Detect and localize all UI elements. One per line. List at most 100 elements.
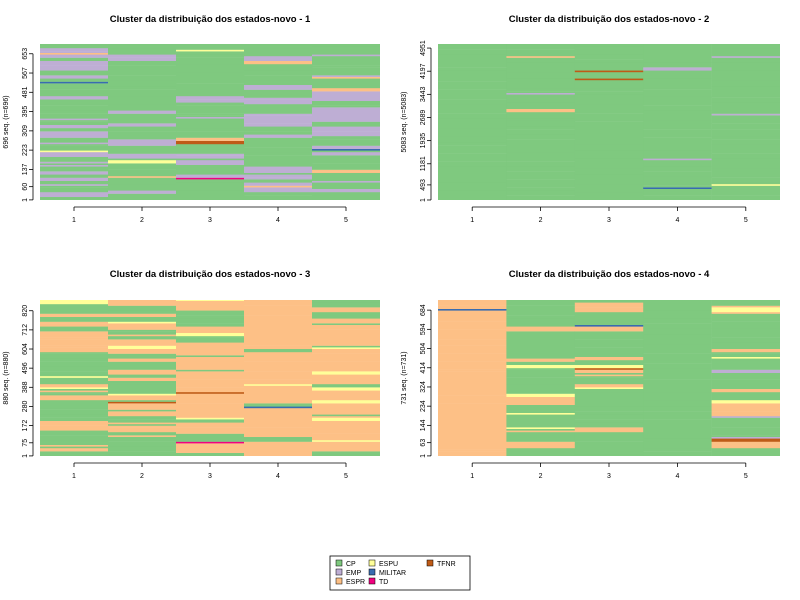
cell-espr <box>438 369 507 372</box>
cell-emp <box>40 142 109 145</box>
cell-emp <box>108 54 177 58</box>
cell-cp <box>574 376 644 378</box>
cell-cp <box>574 331 644 340</box>
cell-cp <box>574 46 644 55</box>
cell-cp <box>574 444 644 455</box>
cell-cp <box>244 438 313 442</box>
cell-espr <box>506 444 576 449</box>
cell-cp <box>711 80 780 85</box>
cell-cp <box>574 388 644 393</box>
cell-cp <box>438 188 507 191</box>
cell-cp <box>506 161 576 167</box>
cell-cp <box>40 377 109 381</box>
cell-espr <box>244 420 313 428</box>
cell-cp <box>176 315 245 319</box>
cell-cp <box>312 451 380 455</box>
y-tick-label: 2689 <box>420 110 427 126</box>
cell-espr <box>574 374 644 377</box>
cell-espu <box>40 387 109 389</box>
cell-cp <box>506 179 576 188</box>
cell-cp <box>40 174 109 178</box>
cell-cp <box>176 76 245 84</box>
x-tick-label: 2 <box>140 473 144 480</box>
cell-cp <box>40 137 109 143</box>
cell-cp <box>438 81 507 90</box>
cell-cp <box>176 419 245 421</box>
cell-cp <box>574 432 644 442</box>
cell-cp <box>711 176 780 178</box>
heatmap-cells <box>40 300 380 456</box>
cell-cp <box>711 321 780 329</box>
cell-espr <box>40 52 109 55</box>
cell-espr <box>312 374 380 385</box>
cell-espr <box>574 326 644 332</box>
cell-cp <box>40 414 109 418</box>
cell-cp <box>312 56 380 66</box>
y-tick-label: 653 <box>22 48 29 60</box>
cell-cp <box>506 318 576 327</box>
cell-espr <box>438 339 507 346</box>
cell-espr <box>244 316 313 319</box>
cell-cp <box>711 86 780 97</box>
cell-espr <box>312 353 380 362</box>
cell-cp <box>711 364 780 370</box>
cell-cp <box>574 411 644 415</box>
cell-cp <box>574 113 644 121</box>
cell-cp <box>40 417 109 421</box>
y-tick-label: 712 <box>22 324 29 336</box>
legend-label: ESPR <box>346 579 365 586</box>
cell-cp <box>574 192 644 200</box>
cell-espr <box>312 403 380 405</box>
y-tick-label: 1 <box>420 198 427 202</box>
cell-cp <box>176 158 245 161</box>
cell-cp <box>506 300 576 306</box>
cell-cp <box>40 353 109 359</box>
cell-cp <box>711 158 780 169</box>
cell-emp <box>312 126 380 132</box>
cell-cp <box>312 46 380 55</box>
cell-cp <box>506 112 576 119</box>
cell-espr <box>711 444 780 449</box>
cell-cp <box>438 172 507 183</box>
cell-cp <box>574 150 644 159</box>
cell-cp <box>711 379 780 389</box>
cell-espr <box>312 390 380 401</box>
cell-espr <box>711 388 780 391</box>
cell-espr <box>438 390 507 393</box>
y-tick-label: 223 <box>22 144 29 156</box>
cell-espr <box>176 422 245 428</box>
cell-espr <box>108 435 177 437</box>
cell-cp <box>438 128 507 137</box>
cell-emp <box>244 182 313 186</box>
y-tick-label: 388 <box>22 381 29 393</box>
y-axis-label: 696 seq. (n=696) <box>3 95 10 148</box>
cell-cp <box>108 409 177 412</box>
cell-tfnr <box>176 392 245 394</box>
cell-cp <box>506 49 576 57</box>
x-tick-label: 2 <box>140 217 144 224</box>
cell-cp <box>176 310 245 316</box>
cell-emp <box>711 369 780 373</box>
cell-espr <box>108 369 177 375</box>
y-axis-label: 731 seq. (n=731) <box>401 351 408 404</box>
cell-cp <box>176 164 245 175</box>
cell-cp <box>506 440 576 442</box>
y-tick-label: 414 <box>420 362 427 374</box>
y-axis: 1 63 144 234 324 414 504 594 684 <box>420 304 432 458</box>
y-axis: 1 493 1181 1935 2689 3443 4197 4951 <box>420 40 432 202</box>
cell-cp <box>40 409 109 415</box>
cell-cp <box>312 67 380 76</box>
cell-emp <box>40 64 109 66</box>
cell-cp <box>108 440 177 442</box>
cell-cp <box>40 374 109 377</box>
cell-cp <box>506 187 576 191</box>
cell-cp <box>506 361 576 365</box>
cell-espr <box>244 352 313 362</box>
cell-cp <box>40 352 109 354</box>
cell-cp <box>176 420 245 423</box>
cell-cp <box>108 436 177 439</box>
legend-item-cp: CP <box>335 559 356 568</box>
cell-cp <box>312 302 380 308</box>
cell-cp <box>643 300 712 301</box>
